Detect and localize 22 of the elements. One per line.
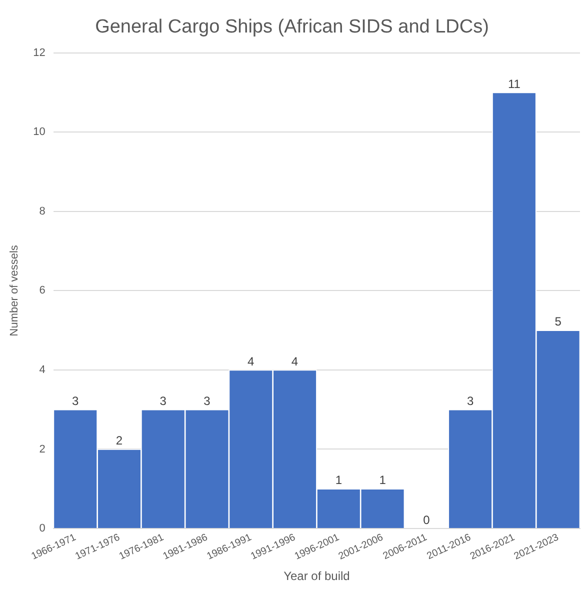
- y-axis-title: Number of vessels: [8, 244, 21, 336]
- data-label: 1: [335, 473, 342, 488]
- data-label: 3: [204, 394, 211, 408]
- x-axis-title: Year of build: [284, 569, 350, 584]
- data-label: 2: [116, 434, 123, 448]
- data-label: 3: [466, 394, 474, 408]
- data-label: 0: [423, 512, 430, 527]
- data-label: 3: [72, 394, 80, 408]
- data-label: 3: [160, 394, 167, 408]
- y-tick-label: 4: [39, 364, 46, 376]
- y-tick-label: 12: [33, 46, 46, 59]
- data-label: 4: [291, 354, 298, 368]
- y-tick-label: 0: [39, 522, 46, 535]
- data-label: 11: [508, 76, 521, 91]
- data-label: 1: [379, 473, 386, 488]
- data-label: 4: [248, 354, 255, 368]
- chart-title: General Cargo Ships (African SIDS and LDCs): [95, 16, 489, 38]
- y-tick-label: 6: [39, 284, 46, 297]
- y-tick-label: 2: [39, 443, 46, 456]
- data-label: 5: [554, 314, 562, 329]
- y-tick-label: 8: [39, 205, 46, 218]
- y-tick-label: 10: [33, 126, 46, 138]
